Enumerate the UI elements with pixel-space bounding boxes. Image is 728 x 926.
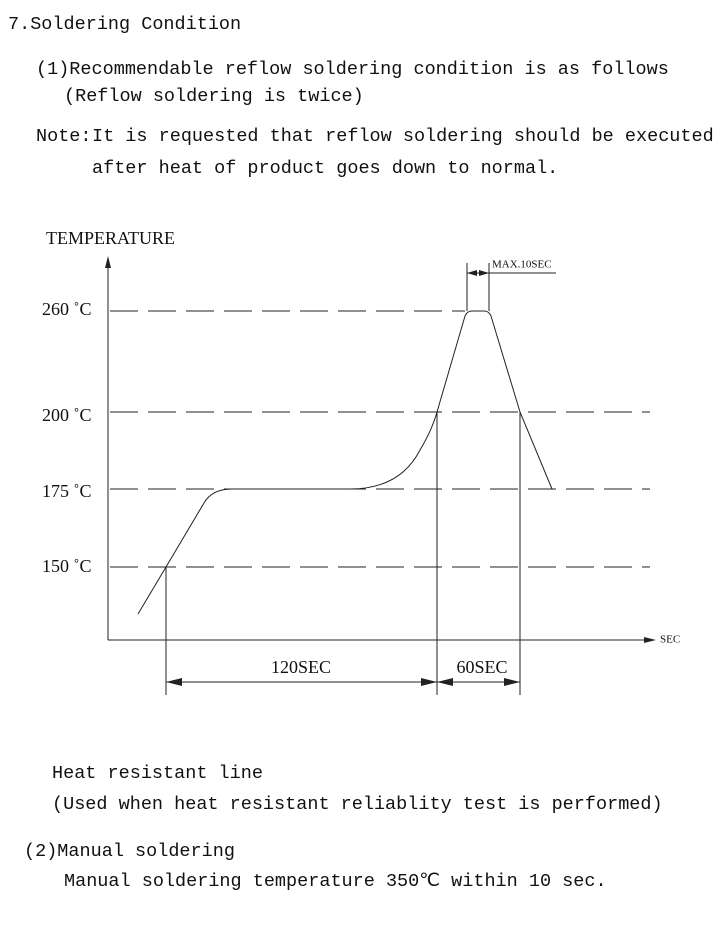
note-line: It is requested that reflow soldering sh… xyxy=(92,126,714,147)
item-title: (1)Recommendable reflow soldering condit… xyxy=(36,59,669,80)
arrow-head xyxy=(421,678,437,686)
span-label: 60SEC xyxy=(456,657,507,677)
level-label: 200 ˚C xyxy=(42,405,92,425)
item-title: (2)Manual soldering xyxy=(24,841,235,862)
item-subtitle: (Reflow soldering is twice) xyxy=(64,86,364,107)
arrow-head xyxy=(437,678,453,686)
level-label: 150 ˚C xyxy=(42,556,92,576)
y-axis-label: TEMPERATURE xyxy=(46,228,175,248)
note-label: Note: xyxy=(36,126,92,147)
x-axis-label: SEC xyxy=(660,634,680,646)
arrow-head xyxy=(479,270,489,276)
level-label: 175 ˚C xyxy=(42,481,92,501)
arrow-head xyxy=(166,678,182,686)
level-label: 260 ˚C xyxy=(42,299,92,319)
item-text: Manual soldering temperature 350℃ within… xyxy=(64,871,607,892)
arrow-head xyxy=(105,256,111,268)
heat-subtitle: (Used when heat resistant reliablity tes… xyxy=(52,794,663,815)
heat-title: Heat resistant line xyxy=(52,763,263,784)
arrow-head xyxy=(467,270,477,276)
note-line: after heat of product goes down to norma… xyxy=(92,158,558,179)
arrow-head xyxy=(644,637,656,643)
span-label: 120SEC xyxy=(271,657,331,677)
section-title: 7.Soldering Condition xyxy=(8,14,241,35)
profile-curve xyxy=(137,310,553,615)
arrow-head xyxy=(504,678,520,686)
reflow-diagram: TEMPERATURE SEC 260 ˚C 200 ˚C 175 ˚C 150… xyxy=(42,228,680,695)
peak-note: MAX.10SEC xyxy=(492,259,552,271)
